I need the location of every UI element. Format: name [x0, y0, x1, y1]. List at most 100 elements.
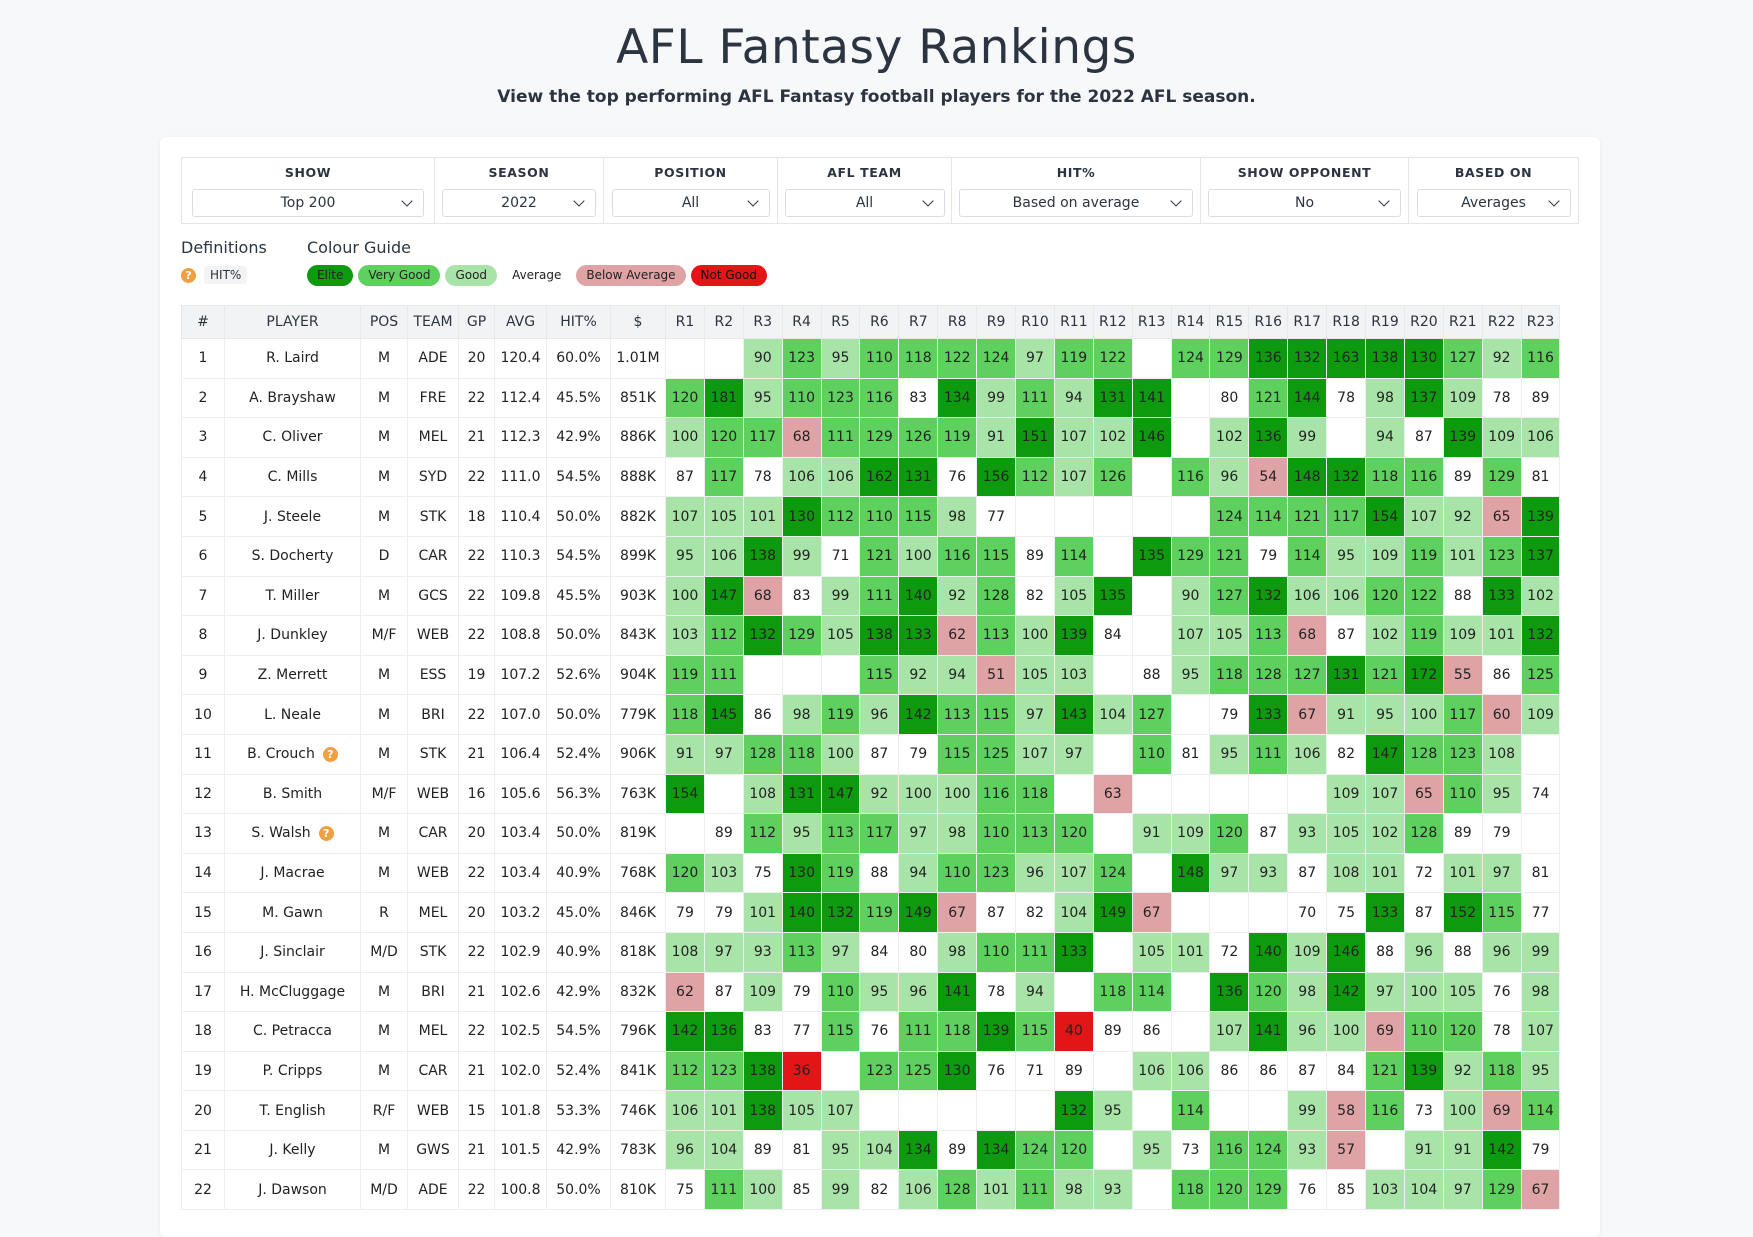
table-row[interactable]: 4 C. Mills M SYD 22 111.0 54.5% 888K 87 117 78 106 1… [181, 456, 1561, 498]
table-row[interactable]: 10 L. Neale M BRI 22 107.0 50.0% 779K 118 145 86 98… [181, 694, 1561, 735]
table-row[interactable]: 8 J. Dunkley M/F WEB 22 108.8 50.0% 843K 103 112 1… [181, 615, 1561, 656]
filter-select[interactable]: All [611, 189, 770, 217]
player-name[interactable]: C. Mills [267, 469, 318, 486]
cell-player[interactable]: C. Petracca [224, 1011, 361, 1052]
table-row[interactable]: 3 C. Oliver M MEL 21 112.3 42.9% 886K 100 120 117 6… [181, 417, 1561, 458]
cell-player[interactable]: J. Steele [224, 496, 361, 537]
question-circle-icon[interactable]: ? [322, 747, 338, 763]
table-row[interactable]: 5 J. Steele M STK 18 110.4 50.0% 882K 107 105 101 1… [181, 496, 1561, 537]
filter-select[interactable]: Averages [1416, 189, 1571, 217]
table-row[interactable]: 11 B. Crouch? M STK 21 106.4 52.4% 906K 91 97 128 1… [181, 733, 1561, 775]
column-header[interactable]: R10 [1015, 305, 1055, 339]
filter-select[interactable]: Top 200 [192, 189, 424, 217]
cell-player[interactable]: C. Oliver [224, 417, 361, 458]
cell-player[interactable]: T. Miller [224, 575, 361, 617]
player-name[interactable]: T. Miller [265, 587, 320, 604]
column-header[interactable]: R16 [1248, 305, 1289, 339]
cell-player[interactable]: M. Gawn [224, 892, 361, 933]
column-header[interactable]: GP [458, 305, 495, 339]
table-row[interactable]: 16 J. Sinclair M/D STK 22 102.9 40.9% 818K 108 97… [181, 931, 1561, 973]
filter-select[interactable]: No [1208, 189, 1401, 217]
cell-player[interactable]: J. Kelly [224, 1129, 361, 1171]
player-name[interactable]: J. Sinclair [260, 944, 325, 961]
column-header[interactable]: R17 [1287, 305, 1328, 339]
player-name[interactable]: J. Dawson [258, 1181, 327, 1198]
column-header[interactable]: R21 [1442, 305, 1483, 339]
column-header[interactable]: R4 [781, 305, 822, 339]
column-header[interactable]: R19 [1365, 305, 1405, 339]
player-name[interactable]: B. Smith [262, 785, 323, 802]
column-header[interactable]: R20 [1403, 305, 1444, 339]
player-name[interactable]: A. Brayshaw [249, 389, 336, 406]
table-row[interactable]: 6 S. Docherty D CAR 22 110.3 54.5% 899K 95 106 138… [181, 535, 1561, 577]
column-header[interactable]: R6 [859, 305, 900, 339]
column-header[interactable]: R3 [742, 305, 783, 339]
column-header[interactable]: R15 [1209, 305, 1250, 339]
cell-player[interactable]: A. Brayshaw [224, 377, 361, 419]
cell-player[interactable]: Z. Merrett [224, 654, 361, 696]
table-row[interactable]: 17 H. McCluggage M BRI 21 102.6 42.9% 832K 62 87 1… [181, 971, 1561, 1013]
table-row[interactable]: 15 M. Gawn R MEL 20 103.2 45.0% 846K 79 79 101 140 1… [181, 892, 1561, 933]
cell-player[interactable]: L. Neale [224, 694, 361, 735]
column-header[interactable]: R18 [1326, 305, 1367, 339]
column-header[interactable]: AVG [494, 305, 547, 339]
table-row[interactable]: 12 B. Smith M/F WEB 16 105.6 56.3% 763K 154 108 13… [181, 773, 1561, 815]
table-row[interactable]: 19 P. Cripps M CAR 21 102.0 52.4% 841K 112 123 138… [181, 1050, 1561, 1092]
column-header[interactable]: R8 [937, 305, 978, 339]
column-header[interactable]: R7 [898, 305, 939, 339]
table-row[interactable]: 21 J. Kelly M GWS 21 101.5 42.9% 783K 96 104 89 81 9… [181, 1129, 1561, 1171]
table-row[interactable]: 18 C. Petracca M MEL 22 102.5 54.5% 796K 142 136 8… [181, 1011, 1561, 1052]
column-header[interactable]: R12 [1092, 305, 1133, 339]
column-header[interactable]: R23 [1520, 305, 1561, 339]
cell-player[interactable]: C. Mills [224, 456, 361, 498]
cell-player[interactable]: H. McCluggage [224, 971, 361, 1013]
table-row[interactable]: 14 J. Macrae M WEB 22 103.4 40.9% 768K 120 103 75 1… [181, 852, 1561, 894]
cell-player[interactable]: B. Crouch? [224, 733, 361, 775]
player-name[interactable]: J. Kelly [269, 1142, 316, 1159]
table-row[interactable]: 9 Z. Merrett M ESS 19 107.2 52.6% 904K 119 111 115… [181, 654, 1561, 696]
cell-player[interactable]: B. Smith [224, 773, 361, 815]
question-circle-icon[interactable]: ? [318, 826, 334, 842]
player-name[interactable]: J. Steele [263, 508, 322, 525]
player-name[interactable]: J. Macrae [260, 865, 325, 882]
table-row[interactable]: 1 R. Laird M ADE 20 120.4 60.0% 1.01M 90 123 95 110… [181, 338, 1561, 379]
column-header[interactable]: R22 [1481, 305, 1522, 339]
player-name[interactable]: C. Petracca [252, 1023, 333, 1040]
column-header[interactable]: R14 [1170, 305, 1211, 339]
player-name[interactable]: H. McCluggage [239, 983, 346, 1000]
column-header[interactable]: R13 [1131, 305, 1172, 339]
player-name[interactable]: S. Walsh [251, 825, 311, 842]
table-row[interactable]: 20 T. English R/F WEB 15 101.8 53.3% 746K 106 101… [181, 1090, 1561, 1131]
table-row[interactable]: 7 T. Miller M GCS 22 109.8 45.5% 903K 100 147 68 83… [181, 575, 1561, 617]
cell-player[interactable]: T. English [224, 1090, 361, 1131]
column-header[interactable]: POS [360, 305, 408, 339]
cell-player[interactable]: S. Walsh? [224, 813, 361, 854]
filter-select[interactable]: All [784, 189, 945, 217]
player-name[interactable]: T. English [259, 1102, 326, 1119]
player-name[interactable]: J. Dunkley [257, 627, 328, 644]
column-header[interactable]: PLAYER [224, 305, 361, 339]
column-header[interactable]: $ [610, 305, 666, 339]
column-header[interactable]: HIT% [546, 305, 611, 339]
player-name[interactable]: M. Gawn [262, 904, 323, 921]
column-header[interactable]: TEAM [407, 305, 459, 339]
cell-player[interactable]: J. Dawson [224, 1169, 361, 1211]
player-name[interactable]: R. Laird [266, 350, 319, 367]
cell-player[interactable]: R. Laird [224, 338, 361, 379]
table-row[interactable]: 13 S. Walsh? M CAR 20 103.4 50.0% 819K 89 112 95 11… [181, 813, 1561, 854]
cell-player[interactable]: P. Cripps [224, 1050, 361, 1092]
cell-player[interactable]: J. Dunkley [224, 615, 361, 656]
cell-player[interactable]: S. Docherty [224, 535, 361, 577]
player-name[interactable]: C. Oliver [262, 429, 323, 446]
filter-select[interactable]: 2022 [442, 189, 596, 217]
hit-definition-tag[interactable]: HIT% [204, 266, 248, 284]
player-name[interactable]: Z. Merrett [257, 667, 328, 684]
filter-select[interactable]: Based on average [959, 189, 1193, 217]
cell-player[interactable]: J. Macrae [224, 852, 361, 894]
column-header[interactable]: R5 [820, 305, 861, 339]
column-header[interactable]: R2 [703, 305, 744, 339]
player-name[interactable]: L. Neale [264, 706, 321, 723]
column-header[interactable]: R11 [1053, 305, 1094, 339]
player-name[interactable]: S. Docherty [251, 548, 334, 565]
table-row[interactable]: 2 A. Brayshaw M FRE 22 112.4 45.5% 851K 120 181 95… [181, 377, 1561, 419]
